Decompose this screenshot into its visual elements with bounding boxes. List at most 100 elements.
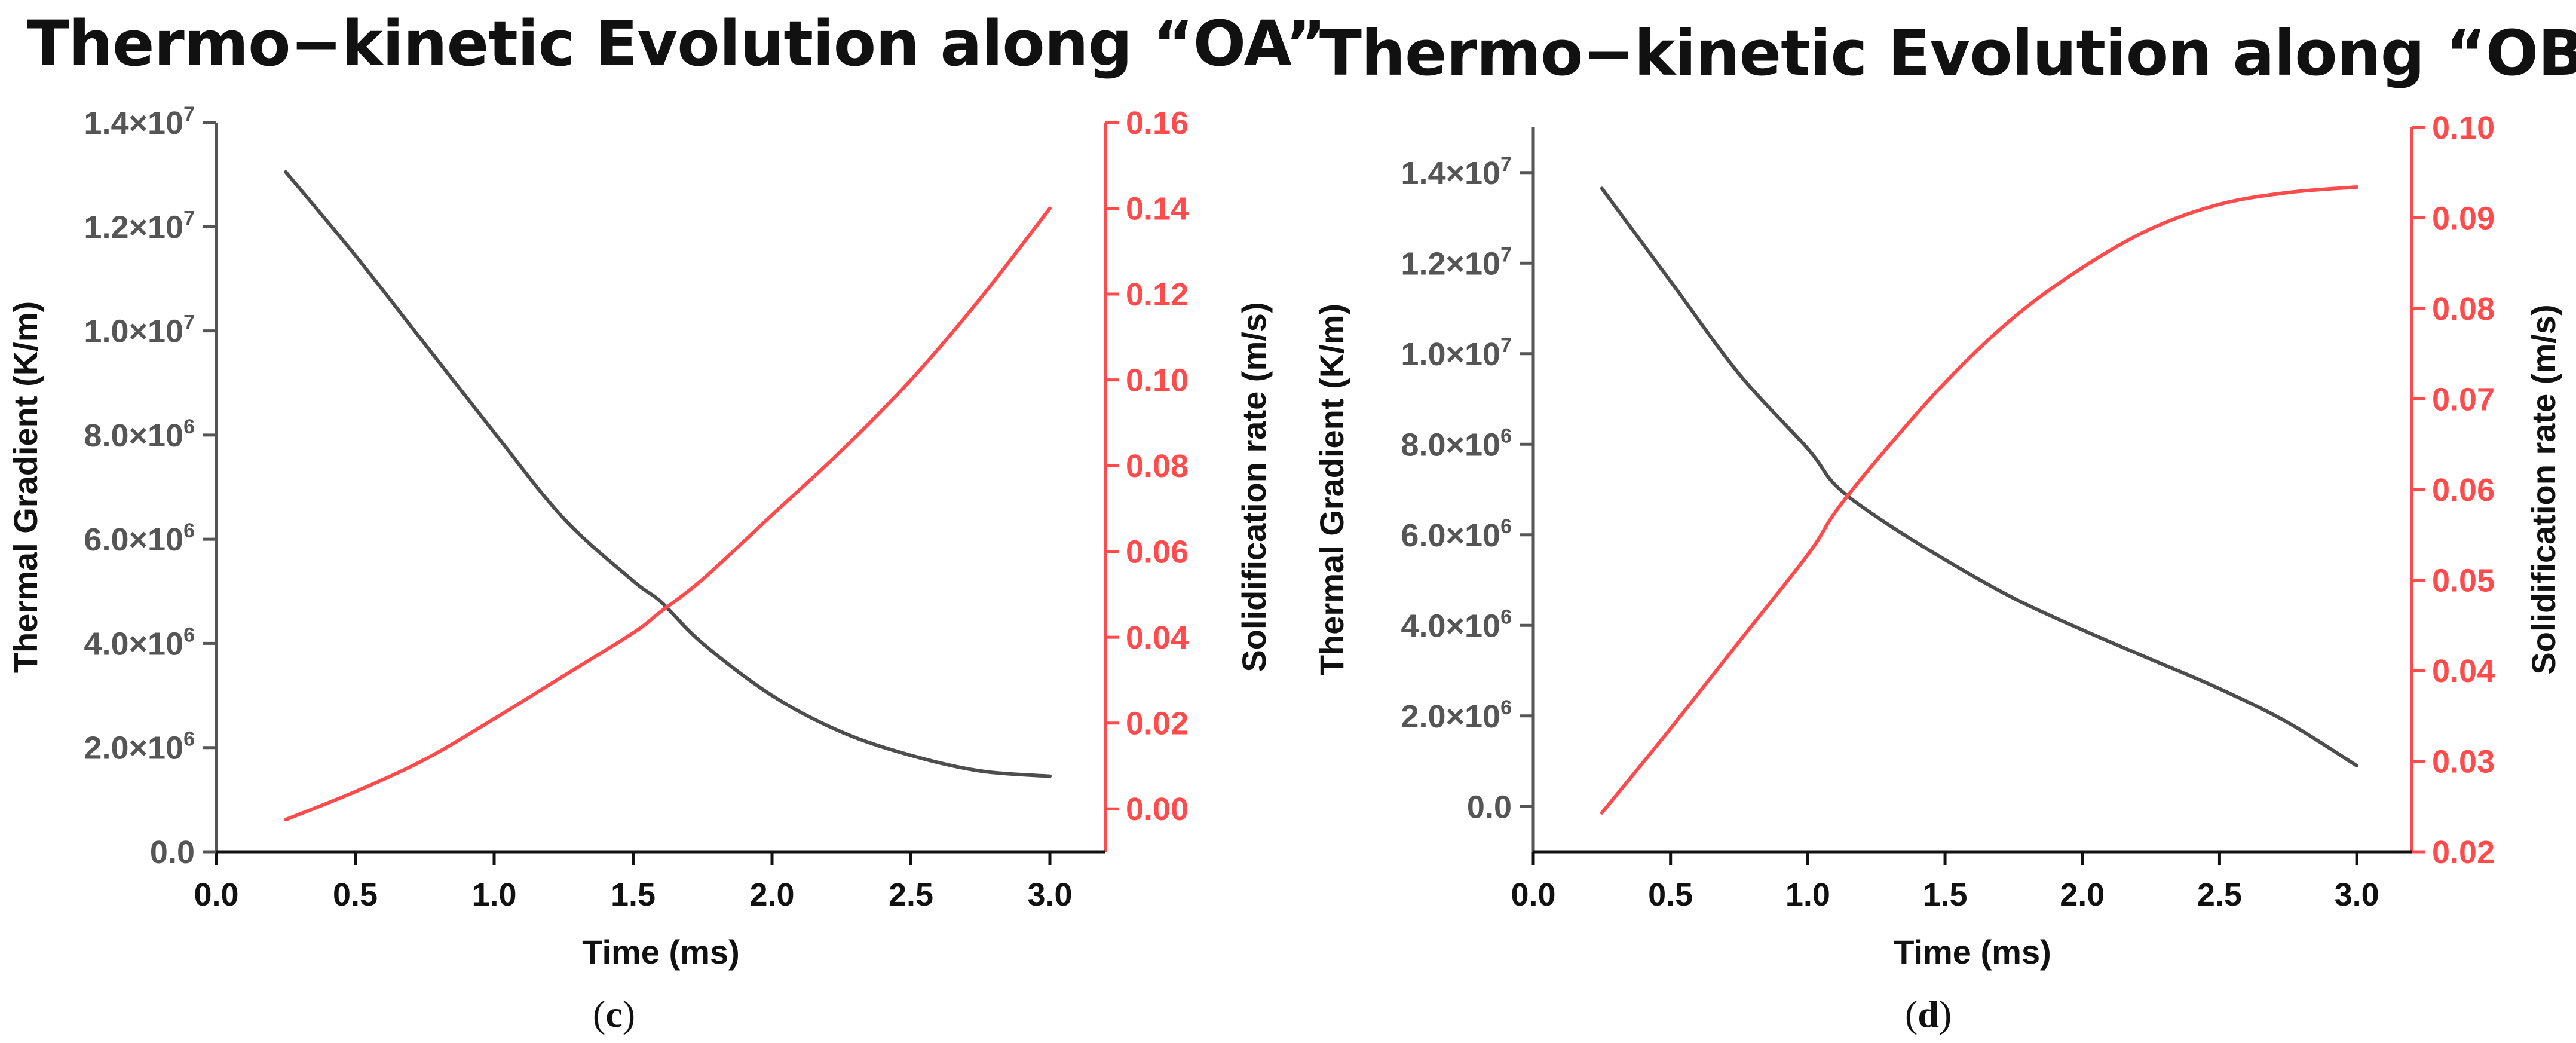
y2-tick-label: 0.10 xyxy=(1126,363,1189,399)
y-tick-exponent: 7 xyxy=(183,207,195,230)
thermal-gradient-line xyxy=(284,170,1052,778)
y-tick-label: 8.0×106 xyxy=(84,415,195,454)
y2-tick-label: 0.02 xyxy=(1126,706,1189,742)
y-tick-exponent: 6 xyxy=(183,623,195,646)
chart-title: Thermo−kinetic Evolution along “OB” xyxy=(1319,17,2576,90)
y-tick-mantissa: 1.4×10 xyxy=(1401,155,1500,191)
y-tick-exponent: 6 xyxy=(1500,605,1512,628)
y-tick-exponent: 7 xyxy=(1500,334,1512,357)
x-tick-label: 3.0 xyxy=(1027,877,1072,913)
y-tick-label: 1.2×107 xyxy=(1401,243,1512,282)
y-tick-mantissa: 4.0×10 xyxy=(1401,608,1500,644)
panel-label-open: ( xyxy=(593,993,606,1035)
x-tick-label: 2.0 xyxy=(749,877,794,913)
y-tick-mantissa: 4.0×10 xyxy=(84,626,183,662)
panel-label-close: ) xyxy=(622,993,636,1035)
x-tick-label: 0.0 xyxy=(194,877,238,913)
y2-tick-label: 0.05 xyxy=(2432,563,2495,599)
solidification-rate-line xyxy=(1600,185,2359,815)
y2-tick-label: 0.03 xyxy=(2432,744,2495,780)
y-tick-exponent: 6 xyxy=(183,415,195,438)
x-tick-label: 1.5 xyxy=(1923,877,1968,913)
y-tick-mantissa: 1.4×10 xyxy=(84,105,183,141)
y-tick-exponent: 7 xyxy=(1500,243,1512,266)
y-axis-title: Thermal Gradient (K/m) xyxy=(7,301,44,673)
y-tick-mantissa: 0.0 xyxy=(150,834,195,870)
y2-tick-label: 0.16 xyxy=(1126,105,1189,141)
y-tick-exponent: 6 xyxy=(183,728,195,751)
y-tick-mantissa: 1.2×10 xyxy=(1401,246,1500,282)
x-tick-label: 2.0 xyxy=(2060,877,2105,913)
y-tick-mantissa: 8.0×10 xyxy=(84,418,183,454)
y-tick-mantissa: 1.2×10 xyxy=(84,209,183,245)
x-tick-label: 1.0 xyxy=(471,877,516,913)
y-tick-mantissa: 2.0×10 xyxy=(1401,699,1500,735)
y2-tick-label: 0.02 xyxy=(2432,834,2495,870)
x-tick-label: 3.0 xyxy=(2335,877,2379,913)
y-tick-exponent: 6 xyxy=(1500,696,1512,719)
y2-tick-label: 0.00 xyxy=(1126,791,1189,827)
y-tick-label: 2.0×106 xyxy=(84,728,195,766)
x-axis-title: Time (ms) xyxy=(1894,933,2051,971)
y-tick-label: 6.0×106 xyxy=(1401,515,1512,553)
panel-label-close: ) xyxy=(1938,993,1952,1035)
panel-label-open: ( xyxy=(1905,993,1918,1035)
y-tick-label: 1.0×107 xyxy=(84,311,195,350)
y2-tick-label: 0.06 xyxy=(2432,472,2495,508)
y-axis-title: Thermal Gradient (K/m) xyxy=(1313,304,1350,675)
x-tick-label: 0.0 xyxy=(1511,877,1555,913)
x-tick-label: 0.5 xyxy=(1648,877,1693,913)
y-tick-label: 0.0 xyxy=(150,834,195,870)
x-tick-label: 1.0 xyxy=(1785,877,1830,913)
y2-tick-label: 0.14 xyxy=(1126,191,1189,227)
y-tick-exponent: 6 xyxy=(1500,424,1512,447)
y-tick-mantissa: 0.0 xyxy=(1467,789,1512,825)
y2-tick-label: 0.04 xyxy=(1126,620,1189,656)
y-tick-label: 4.0×106 xyxy=(84,623,195,662)
y2-tick-label: 0.06 xyxy=(1126,534,1189,570)
y-tick-exponent: 6 xyxy=(1500,515,1512,538)
panel-label-letter: d xyxy=(1918,993,1939,1035)
y-tick-mantissa: 1.0×10 xyxy=(1401,337,1500,372)
panel-label: (c) xyxy=(593,992,635,1036)
chart-title: Thermo−kinetic Evolution along “OA” xyxy=(27,7,1327,80)
thermal-gradient-line xyxy=(1600,186,2359,768)
y-tick-exponent: 7 xyxy=(183,103,195,126)
x-tick-label: 2.5 xyxy=(889,877,933,913)
x-tick-label: 1.5 xyxy=(611,877,656,913)
chart-panel-d: Thermo−kinetic Evolution along “OB” 0.0 0… xyxy=(1288,0,2576,1043)
solidification-rate-line xyxy=(284,206,1052,822)
y2-tick-label: 0.08 xyxy=(2432,291,2495,327)
y-tick-label: 0.0 xyxy=(1467,789,1512,825)
y-tick-exponent: 7 xyxy=(1500,153,1512,176)
y-tick-mantissa: 2.0×10 xyxy=(84,730,183,766)
y2-axis-title: Solidification rate (m/s) xyxy=(1235,302,1273,672)
y-tick-mantissa: 6.0×10 xyxy=(1401,518,1500,553)
y2-tick-label: 0.09 xyxy=(2432,201,2495,237)
panel-label: (d) xyxy=(1905,992,1952,1036)
x-axis-title: Time (ms) xyxy=(582,933,739,971)
y-tick-mantissa: 6.0×10 xyxy=(84,522,183,558)
y-tick-exponent: 7 xyxy=(183,311,195,334)
y-tick-label: 4.0×106 xyxy=(1401,605,1512,644)
y2-tick-label: 0.04 xyxy=(2432,653,2495,689)
panel-label-letter: c xyxy=(605,993,623,1035)
y-tick-label: 2.0×106 xyxy=(1401,696,1512,735)
y-tick-label: 6.0×106 xyxy=(84,519,195,558)
chart-panel-c: Thermo−kinetic Evolution along “OA” 0.0 0… xyxy=(7,7,1327,1036)
x-tick-label: 2.5 xyxy=(2197,877,2242,913)
y-tick-label: 1.4×107 xyxy=(84,103,195,141)
y-tick-label: 1.2×107 xyxy=(84,207,195,245)
y-tick-label: 1.0×107 xyxy=(1401,334,1512,372)
y-tick-exponent: 6 xyxy=(183,519,195,542)
y2-tick-label: 0.08 xyxy=(1126,448,1189,484)
chart-svg-d: 0.0 0.5 1.0 1.5 2.0 2.5 3.00.02.0×1064.0×1066.… xyxy=(1313,110,2562,971)
y2-axis-title: Solidification rate (m/s) xyxy=(2525,304,2562,674)
y-tick-label: 8.0×106 xyxy=(1401,424,1512,463)
y2-tick-label: 0.12 xyxy=(1126,277,1189,313)
y2-tick-label: 0.10 xyxy=(2432,110,2495,146)
y2-tick-label: 0.07 xyxy=(2432,382,2495,418)
y-tick-label: 1.4×107 xyxy=(1401,153,1512,191)
x-tick-label: 0.5 xyxy=(333,877,378,913)
y-tick-mantissa: 1.0×10 xyxy=(84,314,183,350)
